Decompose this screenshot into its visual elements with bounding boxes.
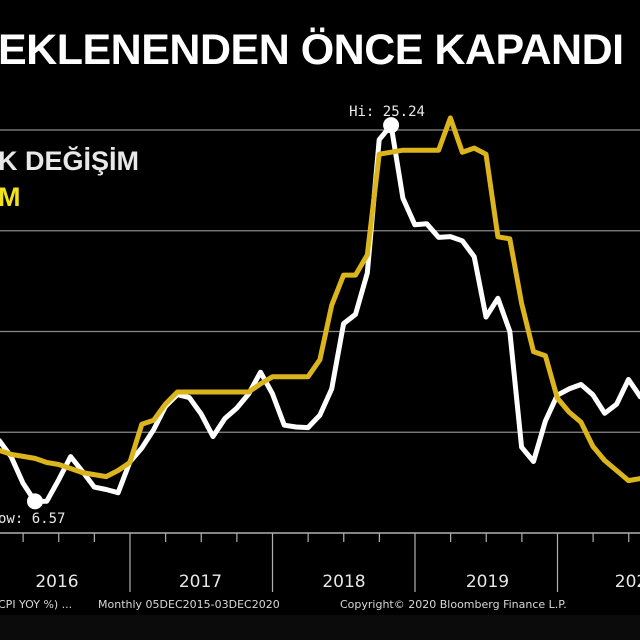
x-tick-label: 202 [615, 572, 640, 592]
x-tick-label: 2016 [35, 572, 78, 592]
series-line-white [0, 122, 640, 504]
legend-entry-white: K DEĞİŞİM [0, 146, 140, 176]
legend-entry-yellow: M [0, 182, 21, 212]
x-axis: 2016 2017 2018 2019 202 [0, 532, 640, 592]
x-tick-label: 2017 [179, 572, 222, 592]
low-point-marker [26, 493, 43, 510]
x-tick-label: 2018 [322, 572, 365, 592]
series-lines [0, 115, 640, 504]
footer-range: Monthly 05DEC2015-03DEC2020 [98, 598, 280, 611]
chart-title: EKLENENDEN ÖNCE KAPANDI [0, 26, 624, 74]
high-point-marker [383, 117, 400, 134]
x-tick-label: 2019 [466, 572, 509, 592]
series-line-yellow [0, 115, 640, 484]
high-label: Hi: 25.24 [349, 104, 425, 120]
annotations: Hi: 25.24 ow: 6.57 [0, 104, 425, 527]
footer-copyright: Copyright© 2020 Bloomberg Finance L.P. [340, 598, 567, 611]
bottom-band [0, 615, 640, 640]
gridlines [0, 129, 640, 433]
footer-source: CPI YOY %) ... [0, 598, 73, 611]
low-label: ow: 6.57 [0, 511, 65, 527]
